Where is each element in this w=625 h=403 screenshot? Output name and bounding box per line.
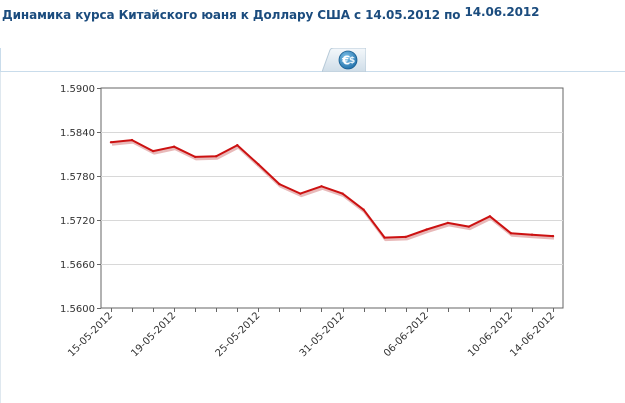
data-point: [172, 145, 176, 148]
data-point: [130, 138, 134, 142]
title-end-date: 14.06.2012: [464, 5, 540, 19]
rate-line-chart: 1.5900 1.5840 1.5780 1.5720 1.5660 1.560015-0…: [60, 84, 564, 359]
euro-dollar-icon: € $: [322, 48, 366, 72]
data-point: [488, 215, 492, 218]
plot-area: [100, 87, 564, 309]
y-tick-label: 1.5660: [60, 260, 95, 271]
data-point: [530, 233, 534, 236]
svg-text:€: €: [341, 54, 350, 68]
title-main: Динамика курса Китайского юаня к Доллару…: [2, 8, 461, 22]
data-point: [257, 163, 260, 166]
data-point: [109, 141, 113, 144]
data-point: [341, 192, 344, 195]
page-title: Динамика курса Китайского юаня к Доллару…: [2, 5, 540, 22]
tab-bar: € $: [0, 48, 625, 72]
data-point: [425, 228, 428, 231]
y-tick-label: 1.5900: [60, 84, 95, 95]
x-tick-label: 14-06-2012: [508, 310, 557, 359]
y-tick-label: 1.5720: [60, 216, 95, 227]
data-point: [194, 155, 197, 159]
data-point: [446, 221, 449, 225]
series-line: [110, 139, 554, 239]
data-point: [320, 185, 323, 188]
x-tick-label: 15-05-2012: [66, 310, 115, 359]
data-point: [551, 234, 555, 238]
x-tick-label: 25-05-2012: [214, 310, 263, 359]
x-tick-label: 31-05-2012: [298, 310, 347, 359]
data-point: [383, 236, 386, 239]
series-line-shadow: [111, 140, 555, 242]
data-point: [215, 155, 218, 158]
tab-bar-edge: [0, 48, 1, 72]
data-point: [236, 144, 239, 147]
data-point: [299, 192, 302, 195]
data-point: [509, 232, 513, 235]
data-point: [404, 235, 407, 239]
svg-text:$: $: [349, 56, 355, 66]
y-tick-label: 1.5780: [60, 172, 95, 183]
data-point: [362, 208, 365, 211]
tab-bar-divider: [0, 71, 625, 72]
y-tick-label: 1.5600: [60, 304, 95, 315]
x-tick-label: 19-05-2012: [129, 310, 178, 359]
currency-tab[interactable]: € $: [322, 48, 366, 72]
y-tick-label: 1.5840: [60, 128, 95, 139]
data-point: [151, 149, 155, 153]
data-point: [278, 182, 281, 186]
x-tick-label: 06-06-2012: [382, 310, 431, 359]
data-point: [467, 225, 470, 228]
chart-panel: 1.5900 1.5840 1.5780 1.5720 1.5660 1.5600 15-0…: [0, 72, 625, 403]
